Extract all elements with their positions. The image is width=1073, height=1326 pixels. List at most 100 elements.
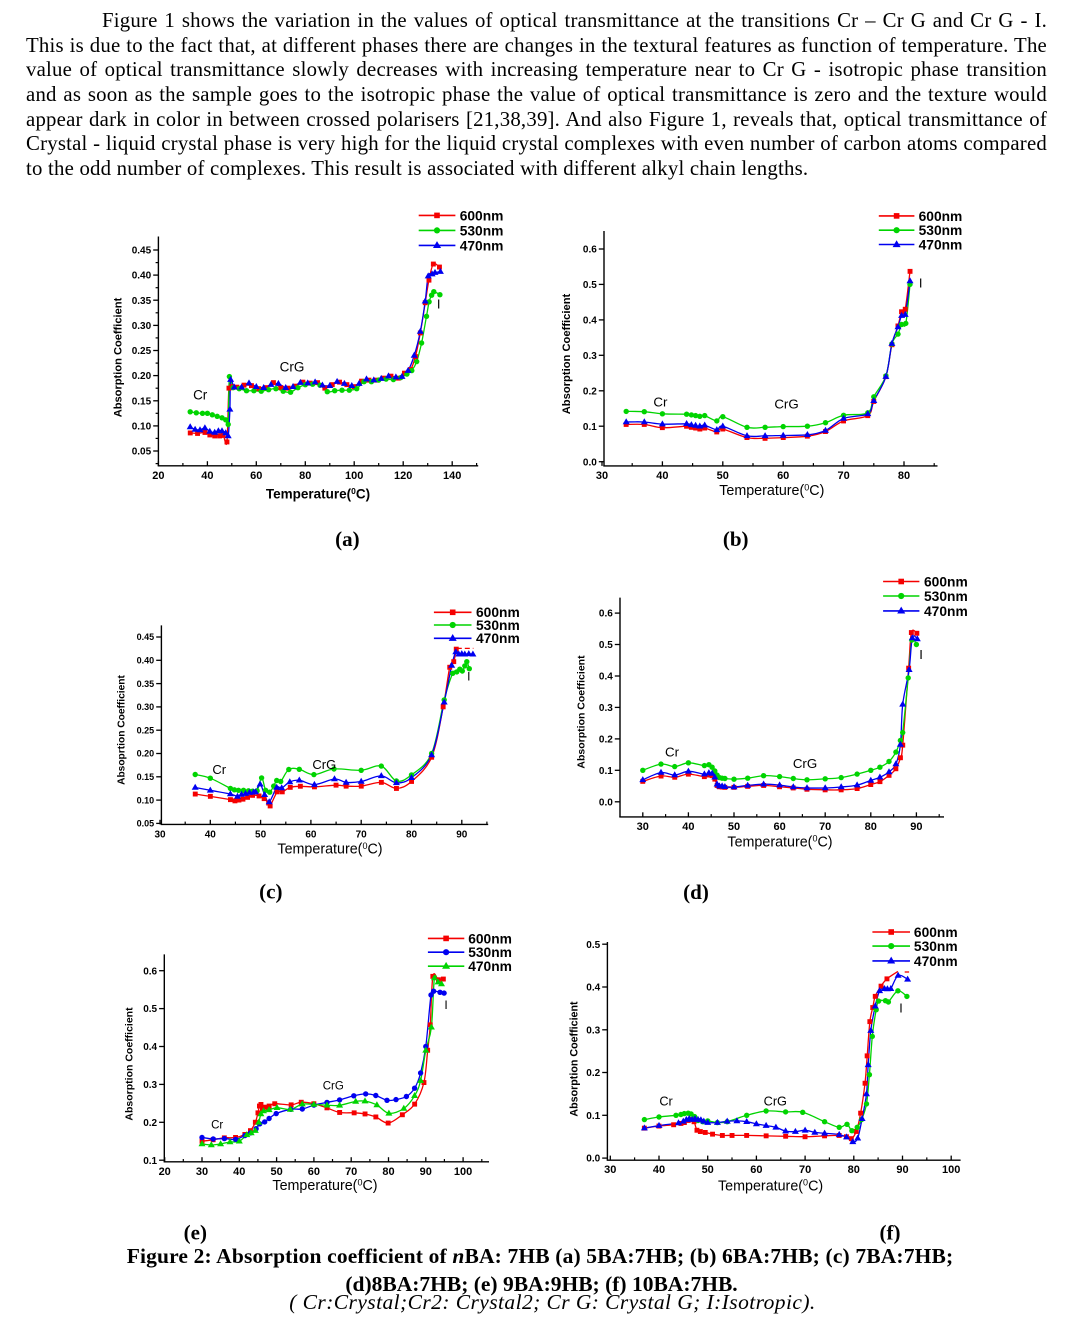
svg-text:140: 140 xyxy=(443,470,461,482)
svg-text:20: 20 xyxy=(159,1166,171,1178)
svg-text:0.3: 0.3 xyxy=(586,1025,600,1036)
svg-text:40: 40 xyxy=(682,821,694,833)
svg-text:0.4: 0.4 xyxy=(599,672,613,683)
svg-text:I: I xyxy=(899,1002,902,1016)
svg-text:30: 30 xyxy=(154,829,166,840)
svg-text:0.4: 0.4 xyxy=(586,983,600,994)
svg-text:Cr: Cr xyxy=(193,387,208,402)
svg-text:80: 80 xyxy=(299,470,311,482)
svg-text:0.0: 0.0 xyxy=(583,457,597,468)
svg-text:0.25: 0.25 xyxy=(137,725,155,735)
svg-text:60: 60 xyxy=(250,470,262,482)
svg-text:Temperature(0C): Temperature(0C) xyxy=(266,486,370,502)
svg-text:70: 70 xyxy=(819,821,831,833)
svg-text:I: I xyxy=(467,669,470,683)
svg-text:50: 50 xyxy=(717,470,729,482)
svg-text:CrG: CrG xyxy=(323,1081,344,1093)
svg-text:60: 60 xyxy=(750,1164,762,1176)
svg-text:(f): (f) xyxy=(880,1221,901,1245)
svg-text:60: 60 xyxy=(773,821,785,833)
svg-text:CrG: CrG xyxy=(312,757,336,772)
svg-text:70: 70 xyxy=(356,829,368,840)
svg-text:30: 30 xyxy=(196,1166,208,1178)
svg-text:30: 30 xyxy=(596,470,608,482)
svg-text:Temperature(0C): Temperature(0C) xyxy=(272,1177,377,1194)
svg-text:530nm: 530nm xyxy=(914,939,958,954)
svg-text:Cr: Cr xyxy=(212,762,226,777)
svg-text:0.2: 0.2 xyxy=(586,1068,600,1079)
svg-text:0.3: 0.3 xyxy=(583,351,597,362)
svg-text:600nm: 600nm xyxy=(460,208,504,223)
svg-text:0.5: 0.5 xyxy=(583,280,597,291)
svg-text:0.40: 0.40 xyxy=(137,656,155,666)
svg-text:I: I xyxy=(444,998,447,1012)
svg-text:40: 40 xyxy=(653,1164,665,1176)
svg-text:80: 80 xyxy=(848,1164,860,1176)
svg-text:0.20: 0.20 xyxy=(132,371,152,382)
svg-text:0.6: 0.6 xyxy=(599,609,613,620)
svg-text:0.4: 0.4 xyxy=(583,316,597,327)
svg-text:0.05: 0.05 xyxy=(137,819,155,829)
svg-text:120: 120 xyxy=(394,470,412,482)
svg-text:530nm: 530nm xyxy=(919,223,963,238)
svg-text:40: 40 xyxy=(201,470,213,482)
svg-text:0.5: 0.5 xyxy=(599,640,613,651)
svg-text:80: 80 xyxy=(898,470,910,482)
svg-text:470nm: 470nm xyxy=(914,954,958,969)
svg-text:0.3: 0.3 xyxy=(599,703,613,714)
svg-text:600nm: 600nm xyxy=(914,925,958,940)
svg-text:Absoprtion Coefficient: Absoprtion Coefficient xyxy=(116,674,127,784)
svg-text:0.40: 0.40 xyxy=(132,271,152,282)
svg-text:70: 70 xyxy=(799,1164,811,1176)
svg-text:(c): (c) xyxy=(259,880,282,904)
svg-text:0.10: 0.10 xyxy=(132,422,152,433)
svg-text:0.30: 0.30 xyxy=(137,702,155,712)
svg-text:600nm: 600nm xyxy=(476,605,520,620)
svg-text:CrG: CrG xyxy=(774,396,798,411)
svg-text:0.1: 0.1 xyxy=(143,1156,157,1167)
svg-text:Cr: Cr xyxy=(653,394,668,409)
svg-text:0.5: 0.5 xyxy=(586,940,600,951)
svg-text:100: 100 xyxy=(345,470,363,482)
svg-text:0.1: 0.1 xyxy=(583,422,597,433)
svg-text:Temperature(0C): Temperature(0C) xyxy=(719,482,824,499)
svg-text:0.3: 0.3 xyxy=(143,1080,157,1091)
svg-text:(b): (b) xyxy=(723,527,749,551)
svg-text:0.5: 0.5 xyxy=(143,1004,157,1015)
svg-text:0.45: 0.45 xyxy=(132,246,152,257)
svg-text:CrG: CrG xyxy=(793,756,817,771)
svg-text:70: 70 xyxy=(345,1166,357,1178)
svg-text:0.2: 0.2 xyxy=(143,1118,157,1129)
svg-text:100: 100 xyxy=(454,1166,472,1178)
svg-text:I: I xyxy=(919,276,923,291)
svg-text:30: 30 xyxy=(604,1164,616,1176)
svg-text:0.30: 0.30 xyxy=(132,321,152,332)
svg-text:20: 20 xyxy=(152,470,164,482)
svg-text:80: 80 xyxy=(865,821,877,833)
svg-text:100: 100 xyxy=(942,1164,960,1176)
svg-text:0.6: 0.6 xyxy=(143,966,157,977)
svg-text:530nm: 530nm xyxy=(460,223,504,238)
svg-text:90: 90 xyxy=(420,1166,432,1178)
svg-text:Absorption Coefficient: Absorption Coefficient xyxy=(575,655,587,769)
svg-text:(d): (d) xyxy=(683,880,709,904)
svg-text:I: I xyxy=(919,647,923,662)
svg-text:50: 50 xyxy=(270,1166,282,1178)
svg-text:80: 80 xyxy=(382,1166,394,1178)
svg-text:Cr: Cr xyxy=(659,1095,673,1109)
svg-text:0.10: 0.10 xyxy=(137,795,155,805)
svg-text:0.0: 0.0 xyxy=(599,797,613,808)
svg-text:470nm: 470nm xyxy=(924,604,968,619)
svg-text:Temperature(0C): Temperature(0C) xyxy=(718,1178,823,1195)
svg-text:90: 90 xyxy=(910,821,922,833)
svg-text:40: 40 xyxy=(233,1166,245,1178)
svg-text:50: 50 xyxy=(255,829,267,840)
svg-text:90: 90 xyxy=(896,1164,908,1176)
svg-text:0.15: 0.15 xyxy=(132,396,152,407)
svg-text:50: 50 xyxy=(728,821,740,833)
svg-text:90: 90 xyxy=(456,829,468,840)
svg-text:Absorption Coefficient: Absorption Coefficient xyxy=(124,1007,136,1121)
svg-text:CrG: CrG xyxy=(764,1095,787,1109)
svg-text:0.20: 0.20 xyxy=(137,749,155,759)
svg-text:470nm: 470nm xyxy=(460,238,504,253)
